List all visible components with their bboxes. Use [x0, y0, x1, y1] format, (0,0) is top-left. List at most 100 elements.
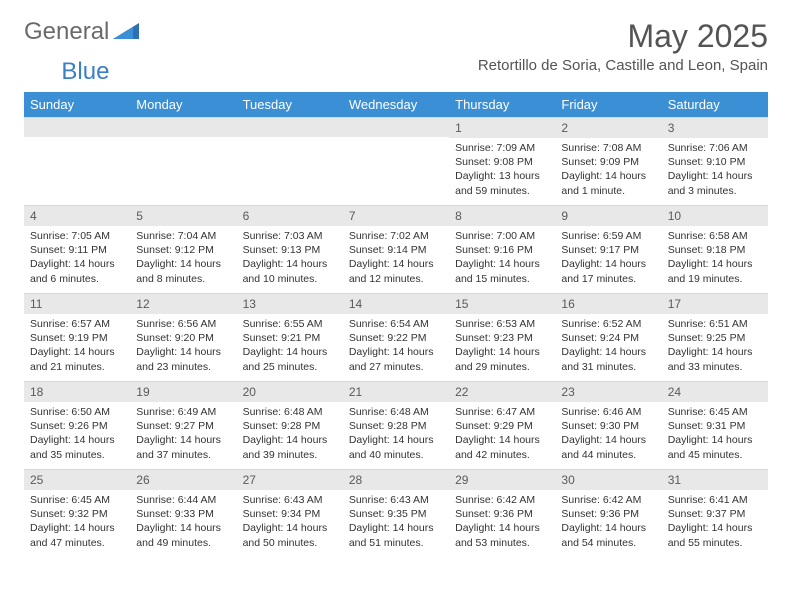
logo-text-blue: Blue	[61, 58, 109, 86]
sunrise-text: Sunrise: 6:49 AM	[136, 405, 230, 419]
weekday-sunday: Sunday	[24, 92, 130, 117]
day-number: 23	[555, 381, 661, 402]
daylight-text: Daylight: 14 hours and 8 minutes.	[136, 257, 230, 285]
sunrise-text: Sunrise: 6:46 AM	[561, 405, 655, 419]
calendar-week: 18Sunrise: 6:50 AMSunset: 9:26 PMDayligh…	[24, 381, 768, 469]
sunset-text: Sunset: 9:28 PM	[243, 419, 337, 433]
day-number: 3	[662, 117, 768, 138]
empty-day-bar	[343, 117, 449, 137]
calendar-cell: 12Sunrise: 6:56 AMSunset: 9:20 PMDayligh…	[130, 293, 236, 381]
sunset-text: Sunset: 9:23 PM	[455, 331, 549, 345]
day-content: Sunrise: 6:57 AMSunset: 9:19 PMDaylight:…	[24, 314, 130, 380]
day-number: 11	[24, 293, 130, 314]
day-content: Sunrise: 7:09 AMSunset: 9:08 PMDaylight:…	[449, 138, 555, 204]
day-number: 14	[343, 293, 449, 314]
weekday-saturday: Saturday	[662, 92, 768, 117]
day-content: Sunrise: 7:04 AMSunset: 9:12 PMDaylight:…	[130, 226, 236, 292]
sunrise-text: Sunrise: 7:04 AM	[136, 229, 230, 243]
calendar-cell: 31Sunrise: 6:41 AMSunset: 9:37 PMDayligh…	[662, 469, 768, 557]
day-content: Sunrise: 6:45 AMSunset: 9:31 PMDaylight:…	[662, 402, 768, 468]
day-content: Sunrise: 6:49 AMSunset: 9:27 PMDaylight:…	[130, 402, 236, 468]
sunset-text: Sunset: 9:24 PM	[561, 331, 655, 345]
empty-day-bar	[130, 117, 236, 137]
daylight-text: Daylight: 14 hours and 44 minutes.	[561, 433, 655, 461]
day-number: 12	[130, 293, 236, 314]
day-number: 21	[343, 381, 449, 402]
calendar-cell: 21Sunrise: 6:48 AMSunset: 9:28 PMDayligh…	[343, 381, 449, 469]
day-number: 13	[237, 293, 343, 314]
calendar-cell: 25Sunrise: 6:45 AMSunset: 9:32 PMDayligh…	[24, 469, 130, 557]
calendar-week: 4Sunrise: 7:05 AMSunset: 9:11 PMDaylight…	[24, 205, 768, 293]
day-content: Sunrise: 6:52 AMSunset: 9:24 PMDaylight:…	[555, 314, 661, 380]
sunset-text: Sunset: 9:18 PM	[668, 243, 762, 257]
day-number: 17	[662, 293, 768, 314]
day-content: Sunrise: 6:45 AMSunset: 9:32 PMDaylight:…	[24, 490, 130, 556]
title-block: May 2025 Retortillo de Soria, Castille a…	[478, 18, 768, 74]
day-content: Sunrise: 6:50 AMSunset: 9:26 PMDaylight:…	[24, 402, 130, 468]
calendar-body: 1Sunrise: 7:09 AMSunset: 9:08 PMDaylight…	[24, 117, 768, 557]
day-content: Sunrise: 6:59 AMSunset: 9:17 PMDaylight:…	[555, 226, 661, 292]
daylight-text: Daylight: 14 hours and 42 minutes.	[455, 433, 549, 461]
sunrise-text: Sunrise: 7:00 AM	[455, 229, 549, 243]
weekday-thursday: Thursday	[449, 92, 555, 117]
day-content: Sunrise: 7:08 AMSunset: 9:09 PMDaylight:…	[555, 138, 661, 204]
sunset-text: Sunset: 9:25 PM	[668, 331, 762, 345]
day-content: Sunrise: 6:42 AMSunset: 9:36 PMDaylight:…	[449, 490, 555, 556]
sunrise-text: Sunrise: 6:57 AM	[30, 317, 124, 331]
sunrise-text: Sunrise: 6:42 AM	[561, 493, 655, 507]
sunrise-text: Sunrise: 6:43 AM	[349, 493, 443, 507]
sunrise-text: Sunrise: 7:06 AM	[668, 141, 762, 155]
day-content: Sunrise: 7:00 AMSunset: 9:16 PMDaylight:…	[449, 226, 555, 292]
day-content: Sunrise: 6:58 AMSunset: 9:18 PMDaylight:…	[662, 226, 768, 292]
daylight-text: Daylight: 14 hours and 17 minutes.	[561, 257, 655, 285]
calendar-cell: 11Sunrise: 6:57 AMSunset: 9:19 PMDayligh…	[24, 293, 130, 381]
calendar-cell: 5Sunrise: 7:04 AMSunset: 9:12 PMDaylight…	[130, 205, 236, 293]
day-number: 1	[449, 117, 555, 138]
sunrise-text: Sunrise: 6:48 AM	[243, 405, 337, 419]
calendar-cell: 20Sunrise: 6:48 AMSunset: 9:28 PMDayligh…	[237, 381, 343, 469]
day-number: 31	[662, 469, 768, 490]
sunrise-text: Sunrise: 6:51 AM	[668, 317, 762, 331]
sunrise-text: Sunrise: 7:09 AM	[455, 141, 549, 155]
sunset-text: Sunset: 9:32 PM	[30, 507, 124, 521]
sunset-text: Sunset: 9:31 PM	[668, 419, 762, 433]
calendar-cell: 30Sunrise: 6:42 AMSunset: 9:36 PMDayligh…	[555, 469, 661, 557]
daylight-text: Daylight: 13 hours and 59 minutes.	[455, 169, 549, 197]
sunrise-text: Sunrise: 6:54 AM	[349, 317, 443, 331]
daylight-text: Daylight: 14 hours and 6 minutes.	[30, 257, 124, 285]
daylight-text: Daylight: 14 hours and 3 minutes.	[668, 169, 762, 197]
day-number: 22	[449, 381, 555, 402]
daylight-text: Daylight: 14 hours and 39 minutes.	[243, 433, 337, 461]
sunset-text: Sunset: 9:13 PM	[243, 243, 337, 257]
calendar-week: 1Sunrise: 7:09 AMSunset: 9:08 PMDaylight…	[24, 117, 768, 205]
day-number: 4	[24, 205, 130, 226]
day-number: 5	[130, 205, 236, 226]
sunrise-text: Sunrise: 6:53 AM	[455, 317, 549, 331]
calendar-cell: 23Sunrise: 6:46 AMSunset: 9:30 PMDayligh…	[555, 381, 661, 469]
sunset-text: Sunset: 9:33 PM	[136, 507, 230, 521]
calendar-cell	[343, 117, 449, 205]
calendar-cell: 14Sunrise: 6:54 AMSunset: 9:22 PMDayligh…	[343, 293, 449, 381]
calendar-cell: 3Sunrise: 7:06 AMSunset: 9:10 PMDaylight…	[662, 117, 768, 205]
day-number: 26	[130, 469, 236, 490]
sunset-text: Sunset: 9:12 PM	[136, 243, 230, 257]
calendar-cell: 8Sunrise: 7:00 AMSunset: 9:16 PMDaylight…	[449, 205, 555, 293]
calendar-cell: 17Sunrise: 6:51 AMSunset: 9:25 PMDayligh…	[662, 293, 768, 381]
sunrise-text: Sunrise: 6:58 AM	[668, 229, 762, 243]
sunset-text: Sunset: 9:37 PM	[668, 507, 762, 521]
sunrise-text: Sunrise: 6:42 AM	[455, 493, 549, 507]
calendar-cell: 28Sunrise: 6:43 AMSunset: 9:35 PMDayligh…	[343, 469, 449, 557]
logo: General	[24, 18, 139, 46]
daylight-text: Daylight: 14 hours and 51 minutes.	[349, 521, 443, 549]
month-title: May 2025	[478, 18, 768, 55]
calendar-cell: 18Sunrise: 6:50 AMSunset: 9:26 PMDayligh…	[24, 381, 130, 469]
day-content: Sunrise: 6:53 AMSunset: 9:23 PMDaylight:…	[449, 314, 555, 380]
daylight-text: Daylight: 14 hours and 12 minutes.	[349, 257, 443, 285]
calendar-cell: 6Sunrise: 7:03 AMSunset: 9:13 PMDaylight…	[237, 205, 343, 293]
day-number: 7	[343, 205, 449, 226]
sunrise-text: Sunrise: 6:52 AM	[561, 317, 655, 331]
day-content: Sunrise: 7:03 AMSunset: 9:13 PMDaylight:…	[237, 226, 343, 292]
sunset-text: Sunset: 9:35 PM	[349, 507, 443, 521]
sunrise-text: Sunrise: 6:50 AM	[30, 405, 124, 419]
calendar-cell: 2Sunrise: 7:08 AMSunset: 9:09 PMDaylight…	[555, 117, 661, 205]
